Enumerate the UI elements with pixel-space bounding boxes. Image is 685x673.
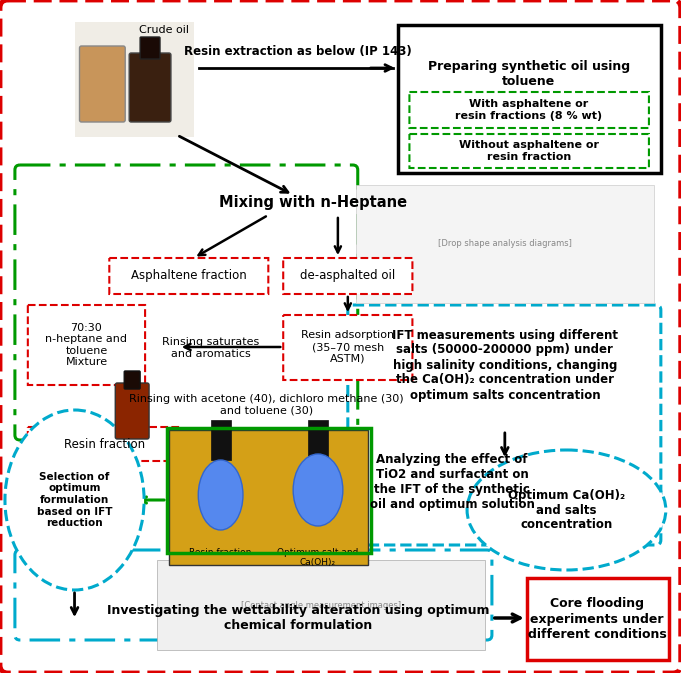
Text: Optimum salt and
Ca(OH)₂: Optimum salt and Ca(OH)₂ [277,548,359,567]
Text: Selection of
optimum
formulation
based on IFT
reduction: Selection of optimum formulation based o… [37,472,112,528]
Text: [Contact angle measurement images]: [Contact angle measurement images] [241,600,401,610]
Text: Investigating the wettability alteration using optimum
chemical formulation: Investigating the wettability alteration… [107,604,489,632]
Text: Without asphaltene or
resin fraction: Without asphaltene or resin fraction [459,140,599,162]
Ellipse shape [293,454,343,526]
Text: IFT measurements using different
salts (50000-200000 ppm) under
high salinity co: IFT measurements using different salts (… [392,328,618,402]
Ellipse shape [5,410,144,590]
Ellipse shape [198,460,243,530]
Text: Resin fraction: Resin fraction [64,437,145,450]
Text: 70:30
n-heptane and
toluene
Mixture: 70:30 n-heptane and toluene Mixture [45,322,127,367]
FancyBboxPatch shape [129,53,171,122]
Text: Resin extraction as below (IP 143): Resin extraction as below (IP 143) [184,45,412,58]
Ellipse shape [467,450,666,570]
Text: Resin adsorption
(35–70 mesh
ASTM): Resin adsorption (35–70 mesh ASTM) [301,330,395,363]
FancyBboxPatch shape [410,134,649,168]
Text: Crude oil: Crude oil [139,25,189,35]
Bar [157,560,485,650]
Bar [211,420,231,460]
Text: With asphaltene or
resin fractions (8 % wt): With asphaltene or resin fractions (8 % … [455,99,602,120]
Text: Optimum Ca(OH)₂
and salts
concentration: Optimum Ca(OH)₂ and salts concentration [508,489,625,532]
Text: Analyzing the effect of
TiO2 and surfactant on
the IFT of the synthetic
oil and : Analyzing the effect of TiO2 and surfact… [370,453,534,511]
Text: Core flooding
experiments under
different conditions: Core flooding experiments under differen… [528,598,667,641]
Text: Resin fraction: Resin fraction [190,548,252,557]
Text: Mixing with n-Heptane: Mixing with n-Heptane [219,194,407,209]
FancyBboxPatch shape [28,427,182,461]
Bar [356,185,654,303]
Text: Rinsing with acetone (40), dichloro methane (30)
and toluene (30): Rinsing with acetone (40), dichloro meth… [129,394,403,416]
FancyBboxPatch shape [124,371,140,389]
Bar [169,430,368,565]
Text: Asphaltene fraction: Asphaltene fraction [131,269,247,283]
Text: Rinsing saturates
and aromatics: Rinsing saturates and aromatics [162,337,260,359]
Text: [Drop shape analysis diagrams]: [Drop shape analysis diagrams] [438,240,572,248]
FancyBboxPatch shape [110,258,269,294]
FancyBboxPatch shape [79,46,125,122]
FancyBboxPatch shape [140,37,160,59]
FancyBboxPatch shape [115,383,149,439]
FancyBboxPatch shape [28,305,145,385]
Bar [75,22,194,137]
Bar [308,420,328,460]
Bar [167,428,371,553]
FancyBboxPatch shape [410,92,649,128]
FancyBboxPatch shape [283,258,412,294]
Bar [397,25,661,173]
Bar [527,578,669,660]
Text: de-asphalted oil: de-asphalted oil [300,269,395,283]
FancyBboxPatch shape [283,315,412,380]
Text: Preparing synthetic oil using
toluene: Preparing synthetic oil using toluene [427,60,630,88]
